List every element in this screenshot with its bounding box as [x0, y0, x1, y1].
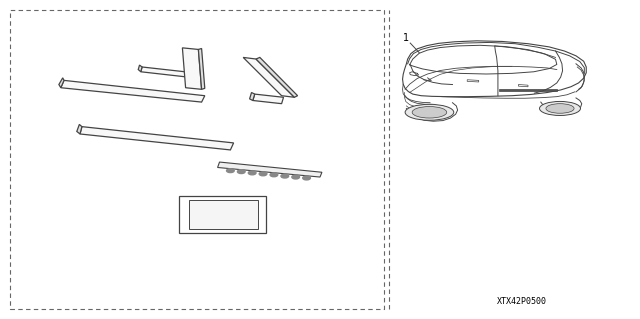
Polygon shape: [189, 200, 258, 229]
Circle shape: [270, 173, 278, 177]
Text: 1: 1: [403, 33, 410, 43]
Ellipse shape: [405, 104, 454, 120]
Text: XTX42P0500: XTX42P0500: [497, 297, 547, 306]
Bar: [10, 10, 384, 309]
Polygon shape: [518, 85, 528, 87]
Polygon shape: [256, 57, 298, 97]
Polygon shape: [182, 48, 202, 89]
Ellipse shape: [412, 107, 447, 118]
Polygon shape: [77, 124, 82, 134]
Polygon shape: [243, 57, 294, 97]
Polygon shape: [138, 65, 142, 72]
Polygon shape: [253, 94, 284, 104]
Polygon shape: [141, 67, 191, 77]
Polygon shape: [467, 80, 479, 82]
Circle shape: [281, 174, 289, 178]
Polygon shape: [403, 41, 586, 97]
Circle shape: [292, 175, 300, 179]
Circle shape: [237, 170, 245, 174]
Polygon shape: [80, 127, 234, 150]
Circle shape: [248, 171, 256, 175]
Polygon shape: [179, 196, 266, 233]
Circle shape: [259, 172, 267, 176]
Polygon shape: [218, 162, 322, 177]
Circle shape: [227, 169, 234, 173]
Polygon shape: [250, 93, 255, 100]
Polygon shape: [59, 78, 64, 88]
Polygon shape: [499, 89, 557, 91]
Ellipse shape: [540, 101, 580, 115]
Polygon shape: [198, 48, 205, 89]
Circle shape: [303, 176, 310, 180]
Polygon shape: [61, 80, 205, 102]
Ellipse shape: [546, 104, 574, 113]
